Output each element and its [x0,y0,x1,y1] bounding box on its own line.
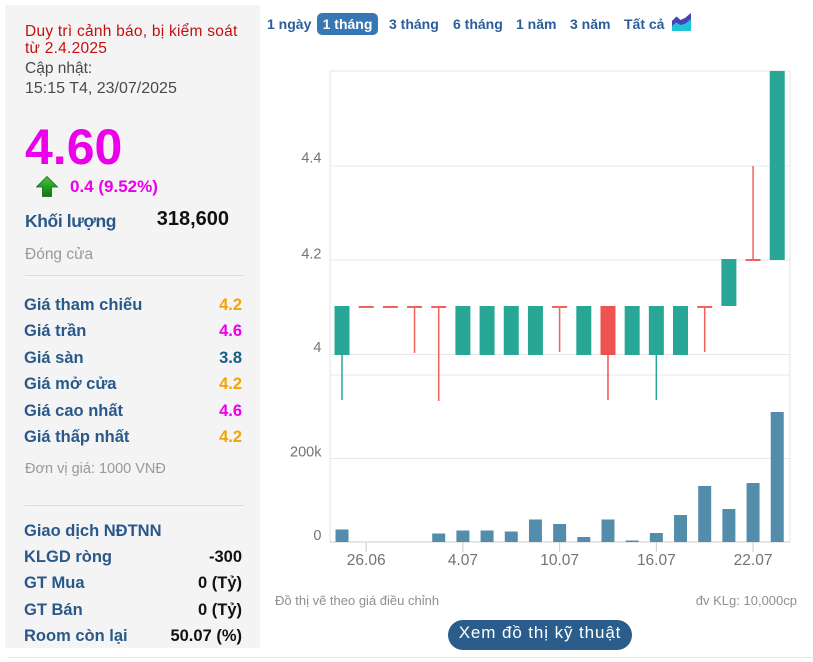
svg-text:4: 4 [313,340,321,356]
svg-text:4.2: 4.2 [301,247,321,263]
svg-text:0: 0 [313,528,321,544]
svg-text:22.07: 22.07 [734,552,773,569]
svg-text:16.07: 16.07 [637,552,676,569]
svg-text:4.07: 4.07 [448,552,478,569]
svg-text:4.4: 4.4 [301,151,321,167]
svg-text:200k: 200k [290,445,322,461]
svg-text:26.06: 26.06 [347,552,386,569]
svg-text:10.07: 10.07 [540,552,579,569]
